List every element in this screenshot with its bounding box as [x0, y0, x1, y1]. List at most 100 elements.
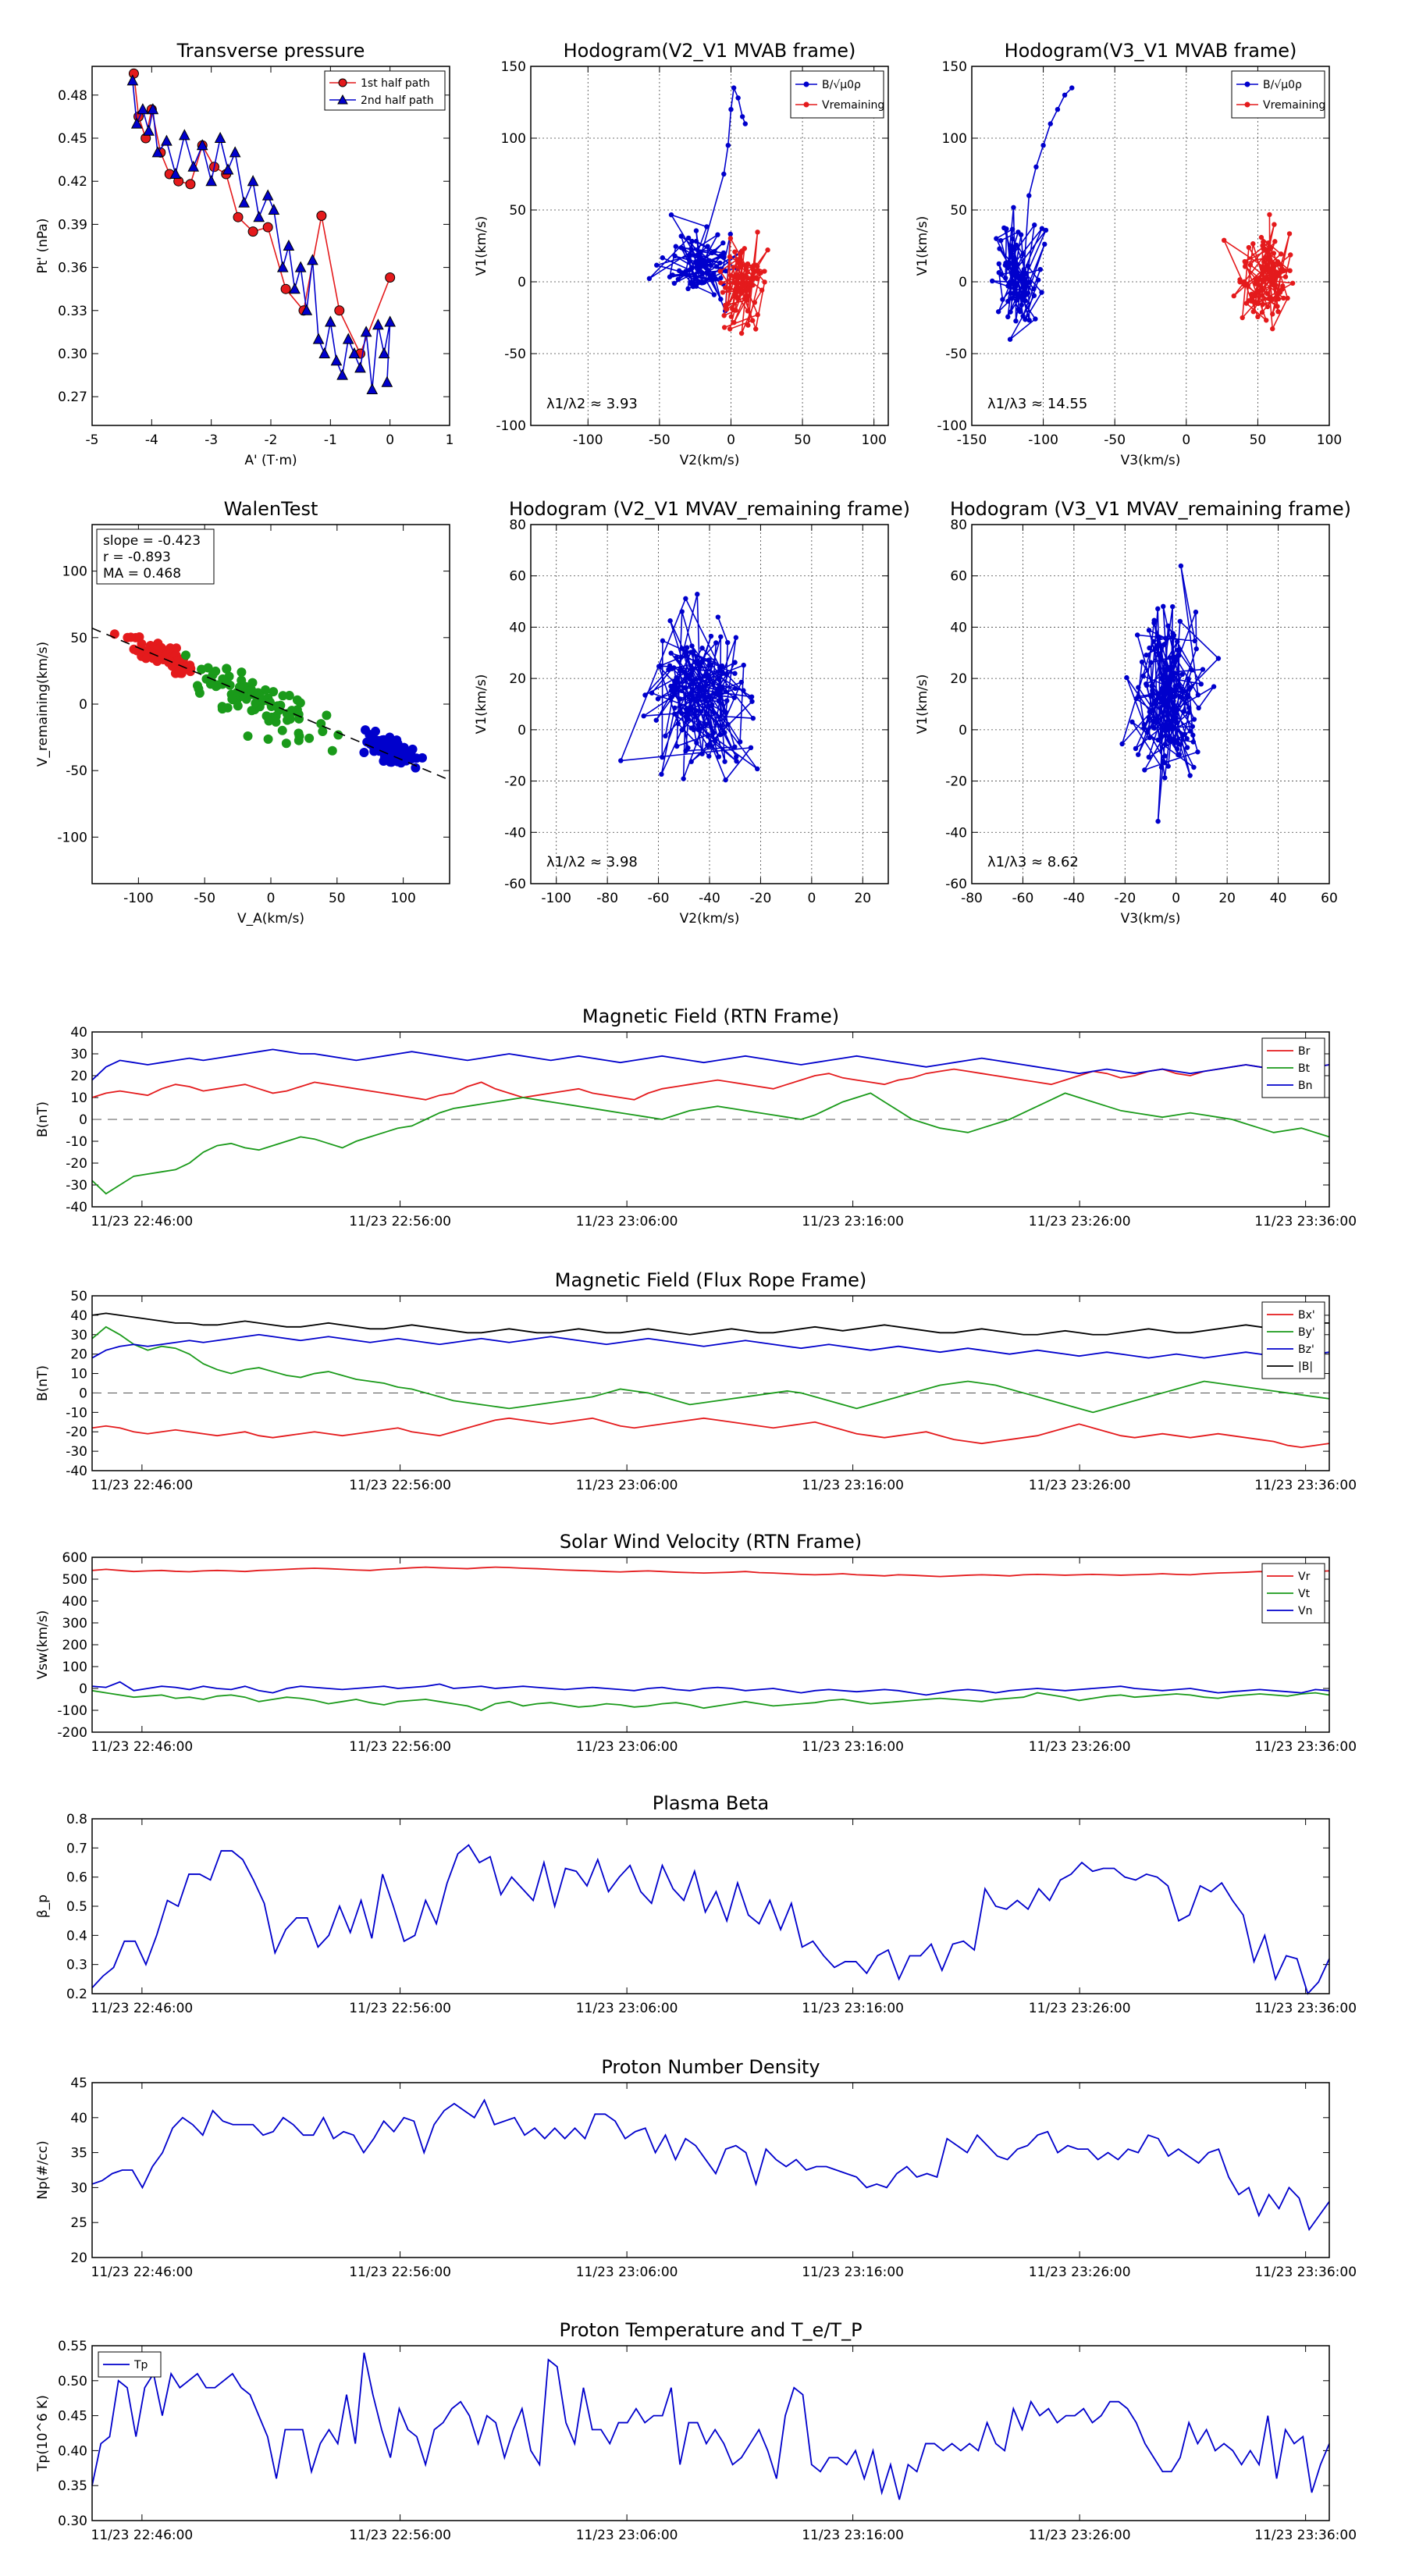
series-line-1	[719, 232, 769, 334]
data-point	[716, 676, 721, 682]
data-point	[672, 711, 678, 717]
data-point-first-half	[233, 212, 244, 222]
legend-label: B/√μ0ρ	[1263, 79, 1302, 91]
data-point	[1186, 705, 1192, 710]
data-point	[1259, 265, 1265, 271]
data-point	[686, 675, 692, 681]
data-point	[712, 738, 718, 744]
data-point	[1154, 642, 1160, 649]
data-point-second-half	[261, 189, 274, 201]
data-point-green	[333, 730, 343, 740]
y-tick-label: 40	[950, 620, 967, 635]
data-point	[732, 660, 738, 665]
data-point	[703, 265, 709, 270]
data-point-second-half	[178, 129, 190, 141]
x-tick-label: 11/23 23:36:00	[1254, 1739, 1357, 1755]
x-tick-label: 11/23 23:26:00	[1029, 1214, 1131, 1229]
y-tick-label: -40	[66, 1464, 87, 1479]
chart-title: Magnetic Field (Flux Rope Frame)	[555, 1269, 866, 1291]
data-point	[1289, 280, 1296, 286]
legend-box	[1231, 70, 1325, 119]
data-point	[671, 280, 678, 286]
legend-marker	[338, 78, 347, 87]
chart-title: Plasma Beta	[653, 1792, 769, 1814]
data-point	[1287, 268, 1293, 273]
y-tick-label: 0.48	[58, 88, 87, 104]
data-point-second-half	[372, 318, 384, 330]
data-point	[702, 279, 707, 285]
x-tick-label: 11/23 22:46:00	[91, 1739, 194, 1755]
data-point	[1013, 282, 1019, 288]
data-point	[1245, 283, 1251, 289]
data-point	[1240, 315, 1245, 321]
data-point	[688, 705, 694, 710]
data-point	[1266, 240, 1272, 246]
y-tick-label: 500	[62, 1572, 87, 1588]
data-point	[1147, 645, 1152, 651]
data-point	[1161, 603, 1166, 610]
x-tick-label: 100	[1317, 432, 1342, 448]
data-point	[1269, 296, 1275, 301]
x-tick-label: 11/23 22:56:00	[349, 1739, 451, 1755]
x-tick-label: -80	[961, 891, 983, 906]
data-point	[676, 268, 682, 274]
data-point	[713, 640, 719, 646]
data-point	[1033, 164, 1039, 169]
data-point	[1254, 288, 1261, 294]
x-tick-label: 40	[1270, 891, 1287, 906]
data-point	[724, 672, 729, 678]
data-point-blue	[379, 756, 389, 766]
data-point	[678, 696, 683, 702]
data-point	[727, 231, 733, 237]
data-point	[1140, 673, 1146, 679]
data-point	[718, 253, 724, 258]
y-tick-label: 0	[518, 275, 526, 290]
y-tick-label: 0.30	[58, 347, 87, 362]
series-line-1	[1222, 214, 1295, 332]
data-point	[693, 708, 699, 713]
data-point	[1259, 309, 1265, 315]
data-point	[1162, 742, 1168, 747]
data-point	[672, 253, 678, 259]
data-point	[734, 754, 739, 760]
series-line-Bz'	[91, 1333, 1330, 1359]
data-point	[741, 662, 746, 668]
data-point	[1146, 715, 1152, 720]
data-point-second-half	[187, 160, 200, 172]
legend-label: Br	[1298, 1045, 1311, 1058]
data-point	[1211, 684, 1217, 689]
y-tick-label: 0.35	[58, 2478, 87, 2494]
y-tick-label: 60	[950, 569, 967, 585]
y-tick-label: 10	[70, 1091, 87, 1106]
x-tick-label: -3	[205, 432, 218, 448]
data-point	[1260, 301, 1266, 308]
data-point	[702, 688, 708, 694]
data-point	[1134, 632, 1140, 638]
y-tick-label: 50	[70, 631, 87, 646]
data-point-second-half	[289, 283, 301, 294]
data-point	[1280, 283, 1286, 289]
legend-label: |B|	[1298, 1361, 1313, 1373]
data-point-green	[218, 674, 228, 684]
data-point	[683, 706, 689, 712]
data-point-second-half	[268, 203, 280, 215]
plot-frame	[91, 1031, 1330, 1208]
x-tick-label: -4	[145, 432, 158, 448]
series-line-first-half	[133, 73, 391, 355]
data-point	[1007, 336, 1013, 342]
data-point	[738, 265, 744, 270]
y-tick-label: 600	[62, 1550, 87, 1566]
data-point-blue	[418, 753, 428, 763]
data-point	[1175, 647, 1181, 653]
data-point	[1031, 286, 1037, 292]
y-tick-label: -50	[66, 763, 87, 779]
data-point	[1136, 694, 1141, 699]
data-point	[1155, 818, 1161, 824]
data-point	[1164, 667, 1169, 673]
x-tick-label: -100	[123, 891, 154, 906]
data-point-green	[254, 690, 265, 700]
x-tick-label: -60	[1012, 891, 1034, 906]
data-point-green	[322, 710, 332, 720]
x-tick-label: -100	[1028, 432, 1058, 448]
data-point	[1155, 606, 1161, 612]
